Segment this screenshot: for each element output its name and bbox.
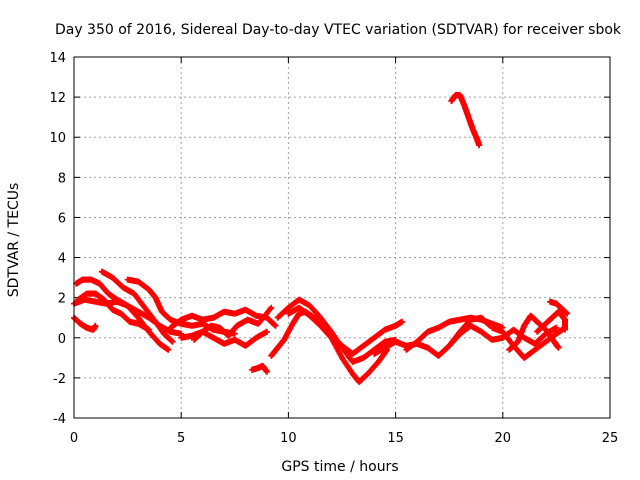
data-point bbox=[399, 318, 406, 325]
y-tick-label: -2 bbox=[53, 372, 66, 387]
x-tick-label: 15 bbox=[387, 431, 404, 446]
x-tick-label: 10 bbox=[280, 431, 297, 446]
y-tick-label: 14 bbox=[49, 51, 66, 66]
y-tick-label: -4 bbox=[53, 412, 66, 427]
series-sat-c bbox=[73, 276, 172, 353]
series-sat-o bbox=[403, 314, 506, 353]
y-tick-label: 0 bbox=[58, 332, 66, 347]
series-sat-d bbox=[98, 268, 176, 345]
series-sat-g bbox=[167, 306, 279, 331]
data-point bbox=[92, 322, 99, 329]
y-tick-label: 4 bbox=[58, 252, 66, 267]
y-tick-label: 10 bbox=[49, 131, 66, 146]
data-point bbox=[263, 368, 270, 375]
y-tick-label: 8 bbox=[58, 171, 66, 186]
series-sat-u bbox=[546, 298, 571, 317]
x-tick-label: 5 bbox=[177, 431, 185, 446]
series-sat-e bbox=[75, 290, 153, 333]
y-axis-label: SDTVAR / TECUs bbox=[6, 183, 22, 298]
chart-title: Day 350 of 2016, Sidereal Day-to-day VTE… bbox=[55, 22, 622, 38]
series-sat-q bbox=[448, 92, 483, 149]
data-point bbox=[476, 142, 483, 149]
tick-labels: 0 5 10 15 20 25 -4 -2 0 2 4 6 8 10 12 14 bbox=[49, 51, 618, 446]
x-axis-label: GPS time / hours bbox=[281, 459, 398, 475]
series-sat-s bbox=[506, 312, 562, 353]
series-sat-i bbox=[191, 304, 275, 343]
y-tick-label: 6 bbox=[58, 211, 66, 226]
y-tick-label: 12 bbox=[49, 91, 66, 106]
series-sat-j bbox=[248, 362, 270, 375]
grid bbox=[73, 56, 611, 419]
data-point bbox=[561, 326, 568, 333]
plot-frame bbox=[73, 56, 611, 419]
data-point bbox=[268, 304, 275, 311]
data-point bbox=[553, 324, 560, 331]
series-sat-a bbox=[71, 314, 99, 333]
series-sat-m bbox=[285, 304, 391, 385]
x-tick-label: 0 bbox=[70, 431, 78, 446]
series-sat-t bbox=[534, 308, 568, 335]
data-point bbox=[272, 322, 279, 329]
data-point bbox=[555, 344, 562, 351]
data-points bbox=[71, 92, 571, 385]
data-point bbox=[146, 326, 153, 333]
x-tick-label: 20 bbox=[495, 431, 512, 446]
x-tick-label: 25 bbox=[602, 431, 619, 446]
y-tick-label: 2 bbox=[58, 292, 66, 307]
data-point bbox=[165, 346, 172, 353]
data-point bbox=[169, 338, 176, 345]
data-point bbox=[564, 310, 571, 317]
data-point bbox=[263, 328, 270, 335]
